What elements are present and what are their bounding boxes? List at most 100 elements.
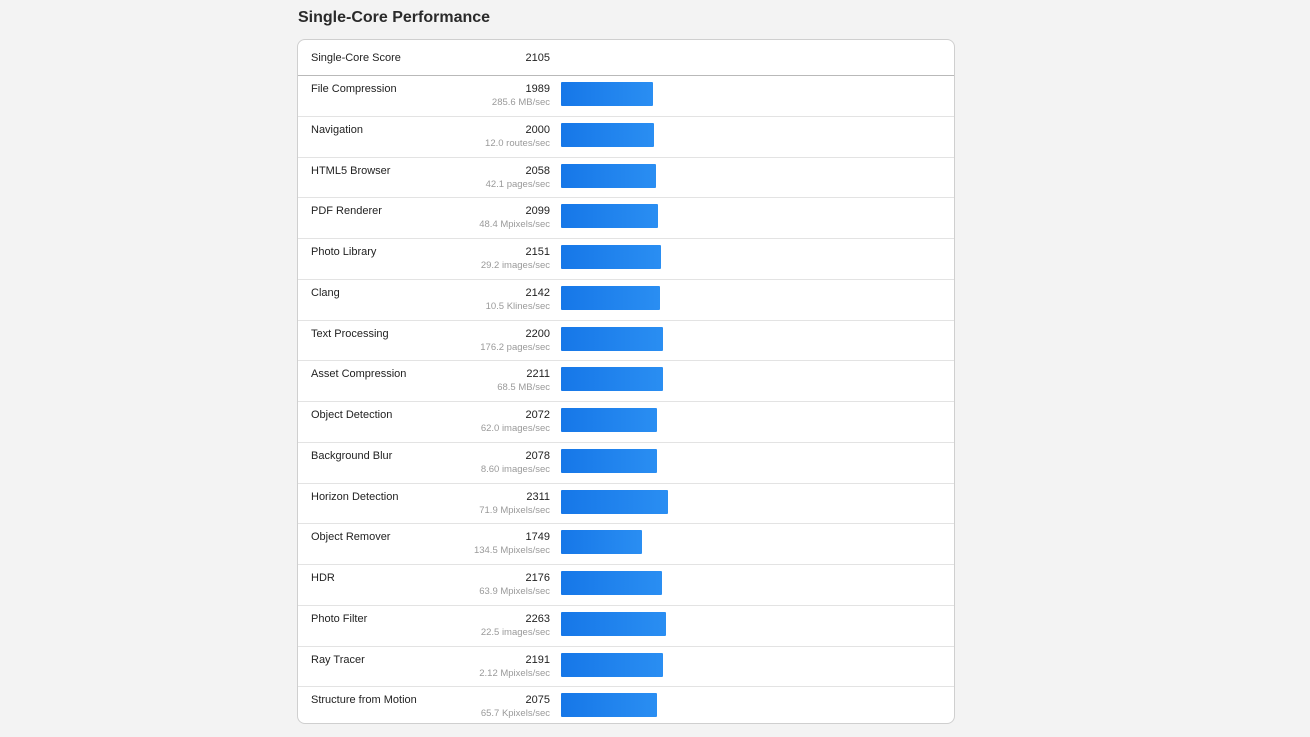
- score-bar-track: [561, 611, 941, 636]
- score-bar-track: [561, 448, 941, 473]
- score-bar-track: [561, 82, 941, 106]
- benchmark-detail: 22.5 images/sec: [480, 626, 550, 638]
- benchmark-name: Horizon Detection: [311, 490, 399, 503]
- score-bar-track: [561, 652, 941, 677]
- benchmark-score: 2151: [525, 246, 550, 258]
- benchmark-row: Navigation 2000 12.0 routes/sec: [298, 117, 954, 158]
- benchmark-name: Object Remover: [311, 531, 391, 544]
- score-bar-track: [561, 326, 941, 351]
- benchmark-name: Navigation: [311, 123, 363, 136]
- benchmark-name: Photo Filter: [311, 612, 368, 625]
- benchmark-score: 2263: [525, 612, 550, 625]
- benchmark-name: Text Processing: [311, 327, 389, 340]
- score-bar-track: [561, 285, 941, 310]
- benchmark-score: 2099: [525, 205, 550, 218]
- benchmark-row: Object Detection 2072 62.0 images/sec: [298, 402, 954, 443]
- benchmark-name: Clang: [311, 286, 340, 299]
- benchmark-score: 1989: [525, 83, 550, 95]
- benchmark-row: PDF Renderer 2099 48.4 Mpixels/sec: [298, 198, 954, 239]
- benchmark-detail: 71.9 Mpixels/sec: [479, 504, 550, 516]
- benchmark-score: 2000: [525, 123, 550, 136]
- benchmark-row: Horizon Detection 2311 71.9 Mpixels/sec: [298, 484, 954, 525]
- score-bar: [561, 530, 642, 555]
- score-bar-track: [561, 367, 941, 392]
- benchmark-detail: 29.2 images/sec: [480, 260, 550, 271]
- benchmark-row: Structure from Motion 2075 65.7 Kpixels/se…: [298, 687, 954, 723]
- score-bar: [561, 367, 663, 392]
- benchmark-score: 2072: [525, 409, 550, 421]
- score-bar: [561, 82, 653, 106]
- benchmark-score: 2191: [525, 653, 550, 666]
- benchmark-name: Structure from Motion: [311, 694, 417, 707]
- benchmark-detail: 48.4 Mpixels/sec: [479, 219, 550, 231]
- benchmark-row: Ray Tracer 2191 2.12 Mpixels/sec: [298, 647, 954, 688]
- benchmark-row: Text Processing 2200 176.2 pages/sec: [298, 321, 954, 362]
- score-bar: [561, 122, 654, 147]
- benchmark-score: 2311: [526, 490, 550, 503]
- score-bar-track: [561, 122, 941, 147]
- benchmark-detail: 65.7 Kpixels/sec: [480, 708, 550, 720]
- score-bar-track: [561, 693, 941, 718]
- benchmark-row: HTML5 Browser 2058 42.1 pages/sec: [298, 158, 954, 199]
- single-core-score-row: Single-Core Score 2105: [298, 40, 954, 76]
- benchmark-score: 2211: [526, 368, 550, 381]
- score-bar-track: [561, 204, 941, 229]
- score-bar: [561, 448, 657, 473]
- benchmark-detail: 62.0 images/sec: [480, 423, 550, 434]
- benchmark-detail: 42.1 pages/sec: [485, 178, 550, 190]
- score-bar-track: [561, 530, 941, 555]
- score-bar: [561, 693, 657, 718]
- benchmark-name: Object Detection: [311, 409, 393, 421]
- score-bar-track: [561, 163, 941, 188]
- score-bar: [561, 571, 662, 595]
- benchmark-detail: 176.2 pages/sec: [480, 341, 550, 353]
- score-bar: [561, 285, 660, 310]
- benchmark-score: 2142: [525, 286, 550, 299]
- benchmark-detail: 2.12 Mpixels/sec: [479, 667, 550, 679]
- benchmark-detail: 8.60 images/sec: [480, 463, 550, 475]
- benchmark-name: File Compression: [311, 83, 397, 95]
- benchmark-detail: 134.5 Mpixels/sec: [473, 545, 550, 557]
- benchmark-row: Background Blur 2078 8.60 images/sec: [298, 443, 954, 484]
- score-bar: [561, 163, 656, 188]
- benchmark-score: 2058: [525, 164, 550, 177]
- benchmark-score: 2078: [525, 449, 550, 462]
- score-bar: [561, 326, 663, 351]
- score-bar: [561, 245, 661, 269]
- section-title: Single-Core Performance: [298, 9, 491, 26]
- benchmark-table: Single-Core Score 2105 File Compression 1…: [297, 39, 955, 724]
- benchmark-score: 1749: [525, 531, 550, 544]
- benchmark-name: PDF Renderer: [311, 205, 382, 218]
- score-bar-track: [561, 571, 941, 595]
- benchmark-row: Object Remover 1749 134.5 Mpixels/sec: [298, 524, 954, 565]
- benchmark-row: Asset Compression 2211 68.5 MB/sec: [298, 361, 954, 402]
- benchmark-row: HDR 2176 63.9 Mpixels/sec: [298, 565, 954, 606]
- score-bar-track: [561, 489, 941, 514]
- score-bar-track: [561, 245, 941, 269]
- benchmark-score: 2075: [525, 694, 550, 707]
- benchmark-name: Ray Tracer: [311, 653, 365, 666]
- benchmark-name: HDR: [311, 572, 335, 584]
- benchmark-detail: 10.5 Klines/sec: [485, 300, 550, 312]
- benchmark-row: Photo Filter 2263 22.5 images/sec: [298, 606, 954, 647]
- single-core-score-value: 2105: [525, 52, 550, 64]
- benchmark-row: File Compression 1989 285.6 MB/sec: [298, 76, 954, 117]
- score-bar: [561, 652, 663, 677]
- score-bar-track: [561, 408, 941, 432]
- score-bar: [561, 611, 666, 636]
- benchmark-detail: 63.9 Mpixels/sec: [479, 586, 550, 597]
- benchmark-row: Photo Library 2151 29.2 images/sec: [298, 239, 954, 280]
- benchmark-rows: File Compression 1989 285.6 MB/sec Navigati…: [298, 76, 954, 723]
- benchmark-score: 2176: [525, 572, 550, 584]
- benchmark-row: Clang 2142 10.5 Klines/sec: [298, 280, 954, 321]
- benchmark-detail: 285.6 MB/sec: [491, 97, 550, 108]
- score-bar: [561, 204, 658, 229]
- score-bar: [561, 408, 657, 432]
- benchmark-name: Photo Library: [311, 246, 377, 258]
- benchmark-name: Asset Compression: [311, 368, 407, 381]
- single-core-score-label: Single-Core Score: [311, 52, 401, 64]
- benchmark-name: HTML5 Browser: [311, 164, 391, 177]
- score-bar: [561, 489, 668, 514]
- benchmark-detail: 12.0 routes/sec: [485, 137, 550, 149]
